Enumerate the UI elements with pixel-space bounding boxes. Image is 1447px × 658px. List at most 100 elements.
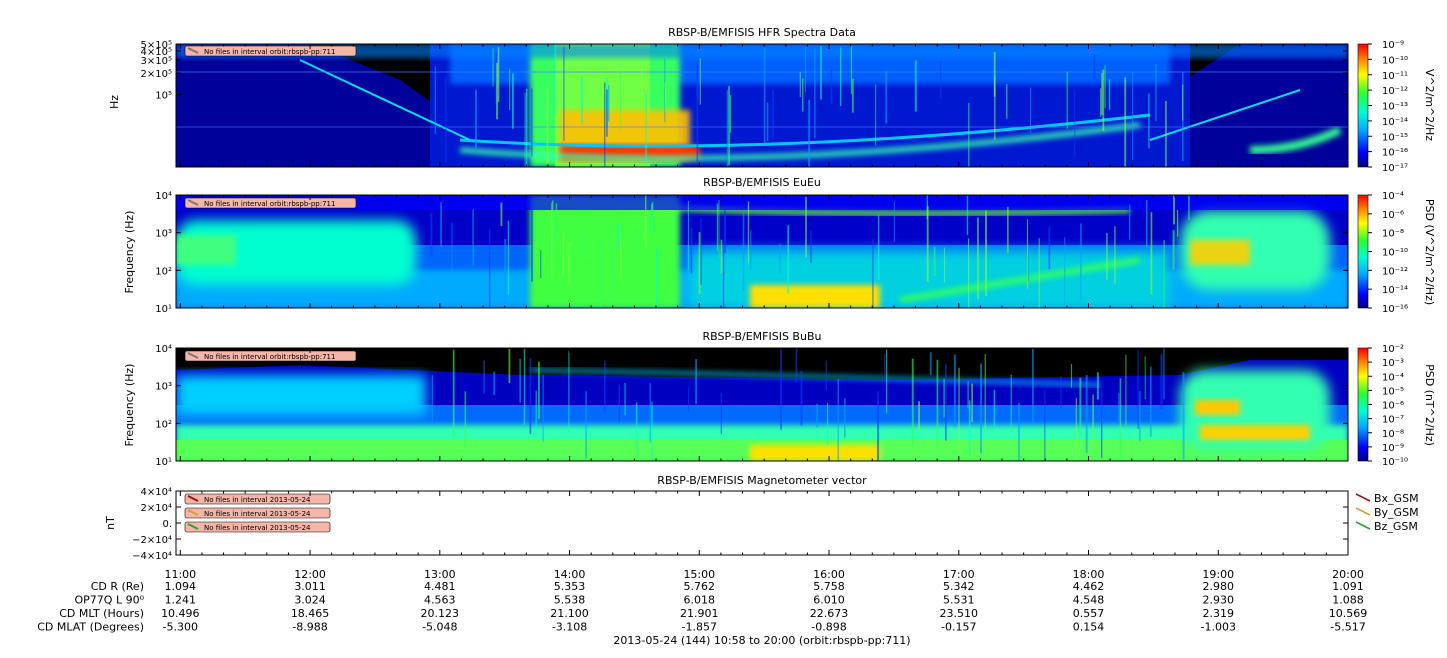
colorbar-tick-label: 10⁻⁹ xyxy=(1382,40,1404,51)
y-tick-label: 10² xyxy=(155,266,172,277)
eueu-x-ticks xyxy=(179,195,1349,308)
y-tick-label: 10³ xyxy=(155,229,172,240)
ephemeris-value: 5.762 xyxy=(684,580,716,593)
colorbar-tick-label: 10⁻⁶ xyxy=(1382,401,1404,412)
y-tick-label: 0. xyxy=(162,519,172,530)
mag-panel: RBSP-B/EMFISIS Magnetometer vector No fi… xyxy=(104,474,1419,562)
y-tick-label: 2×10⁴ xyxy=(141,503,172,514)
eueu-colorbar: 10⁻⁴ 10⁻⁶ 10⁻⁸ 10⁻¹⁰ 10⁻¹² 10⁻¹⁴ 10⁻¹⁶ PSD (V^… xyxy=(1357,191,1436,315)
y-tick-label: 3×10⁵ xyxy=(141,56,172,67)
ephemeris-value: -5.048 xyxy=(422,621,457,634)
y-tick-label: 4×10⁴ xyxy=(141,487,172,498)
colorbar-tick-label: 10⁻⁴ xyxy=(1382,191,1404,202)
y-tick-label: 10⁴ xyxy=(155,344,172,355)
bubu-panel: RBSP-B/EMFISIS BuBu No files in interval… xyxy=(123,330,1436,468)
colorbar-tick-label: 10⁻⁶ xyxy=(1382,210,1404,221)
ephemeris-value: 5.353 xyxy=(554,580,586,593)
time-tick-label: 13:00 xyxy=(424,568,456,581)
ephemeris-value: -5.517 xyxy=(1330,621,1365,634)
y-tick-label: 10¹ xyxy=(155,304,172,315)
hfr-colorbar-ticks: 10⁻⁹ 10⁻¹⁰ 10⁻¹¹ 10⁻¹² 10⁻¹³ 10⁻¹⁴ 10⁻¹⁵ 10⁻¹⁶ 1… xyxy=(1368,40,1408,174)
mag-ylabel: nT xyxy=(104,516,117,530)
bubu-colorbar-ticks: 10⁻² 10⁻³ 10⁻⁴ 10⁻⁵ 10⁻⁶ 10⁻⁷ 10⁻⁸ 10⁻⁹ 10⁻¹⁰ xyxy=(1368,344,1408,468)
mag-notice-text-bz: No files in interval 2013-05-24 xyxy=(204,524,311,532)
ephemeris-row-label: CD MLT (Hours) xyxy=(59,607,144,620)
ephemeris-value: -3.108 xyxy=(552,621,587,634)
ephemeris-value: -5.300 xyxy=(163,621,198,634)
time-tick-label: 16:00 xyxy=(813,568,845,581)
y-tick-label: 10³ xyxy=(155,382,172,393)
bubu-colorbar-label: PSD (nT^2/Hz) xyxy=(1423,364,1436,446)
legend-bx-label: Bx_GSM xyxy=(1374,492,1419,505)
legend-by: By_GSM xyxy=(1355,506,1419,519)
colorbar-tick-label: 10⁻⁸ xyxy=(1382,429,1404,440)
ephemeris-value: 18.465 xyxy=(291,607,330,620)
colorbar-tick-label: 10⁻¹² xyxy=(1382,266,1408,277)
hfr-colorbar: 10⁻⁹ 10⁻¹⁰ 10⁻¹¹ 10⁻¹² 10⁻¹³ 10⁻¹⁴ 10⁻¹⁵ 10⁻¹⁶ 1… xyxy=(1357,40,1436,174)
colorbar-tick-label: 10⁻¹⁴ xyxy=(1382,285,1408,296)
ephemeris-value: 5.531 xyxy=(943,594,975,607)
colorbar-tick-label: 10⁻⁴ xyxy=(1382,372,1404,383)
ephemeris-value: 22.673 xyxy=(810,607,849,620)
mag-no-data-notice-bz: No files in interval 2013-05-24 xyxy=(184,521,331,533)
hfr-title: RBSP-B/EMFISIS HFR Spectra Data xyxy=(668,26,856,39)
time-tick-label: 15:00 xyxy=(683,568,715,581)
time-tick-label: 14:00 xyxy=(554,568,586,581)
y-tick-label: 10¹ xyxy=(155,457,172,468)
ephemeris-value: 21.100 xyxy=(550,607,589,620)
colorbar-tick-label: 10⁻¹² xyxy=(1382,86,1408,97)
colorbar-tick-label: 10⁻¹¹ xyxy=(1382,71,1408,82)
hfr-spectrogram xyxy=(176,44,1348,167)
y-tick-label: −4×10⁴ xyxy=(132,551,172,562)
bubu-spectrogram xyxy=(176,348,1348,461)
mag-y-ticks: 4×10⁴ 2×10⁴ 0. −2×10⁴ −4×10⁴ xyxy=(132,487,1348,562)
ephemeris-value: 5.538 xyxy=(554,594,586,607)
eueu-spectrogram xyxy=(176,195,1348,308)
eueu-y-ticks: 10⁴ 10³ 10² 10¹ xyxy=(155,191,1348,315)
y-tick-label: 5×10⁵ xyxy=(141,40,172,51)
legend-bx: Bx_GSM xyxy=(1355,492,1419,505)
time-tick-label: 12:00 xyxy=(294,568,326,581)
mag-legend: Bx_GSM By_GSM Bz_GSM xyxy=(1355,492,1419,533)
ephemeris-value: 4.462 xyxy=(1073,580,1105,593)
y-tick-label: 4×10⁵ xyxy=(141,47,172,58)
hfr-ylabel: Hz xyxy=(108,95,121,109)
legend-by-label: By_GSM xyxy=(1374,506,1419,519)
mag-x-ticks xyxy=(179,491,1349,555)
ephemeris-value: 23.510 xyxy=(940,607,979,620)
time-axis-labels: 11:00 12:00 13:00 14:00 15:00 16:00 17:00 18:00… xyxy=(164,568,1363,581)
bubu-notice-text: No files in interval orbit:rbspb-pp:711 xyxy=(204,353,335,361)
ephemeris-value: -0.898 xyxy=(811,621,846,634)
footer-range: 2013-05-24 (144) 10:58 to 20:00 (orbit:r… xyxy=(613,634,910,647)
ephemeris-value: -8.988 xyxy=(292,621,327,634)
y-tick-label: 2×10⁵ xyxy=(141,69,172,80)
y-tick-label: 10⁴ xyxy=(155,191,172,202)
y-tick-label: 10⁵ xyxy=(155,91,172,102)
eueu-title: RBSP-B/EMFISIS EuEu xyxy=(703,176,821,189)
ephemeris-value: 3.011 xyxy=(294,580,326,593)
colorbar-tick-label: 10⁻¹⁶ xyxy=(1382,304,1408,315)
colorbar-tick-label: 10⁻⁷ xyxy=(1382,415,1404,426)
ephemeris-value: 5.758 xyxy=(813,580,845,593)
ephemeris-value: 20.123 xyxy=(421,607,460,620)
y-tick-label: −2×10⁴ xyxy=(132,535,172,546)
colorbar-tick-label: 10⁻¹⁴ xyxy=(1382,117,1408,128)
colorbar-tick-label: 10⁻¹⁶ xyxy=(1382,148,1408,159)
ephemeris-value: 21.901 xyxy=(680,607,719,620)
ephemeris-value: 1.091 xyxy=(1332,580,1364,593)
time-tick-label: 19:00 xyxy=(1202,568,1234,581)
colorbar-tick-label: 10⁻¹³ xyxy=(1382,102,1408,113)
hfr-no-data-notice: No files in interval orbit:rbspb-pp:711 xyxy=(184,45,357,57)
colorbar-tick-label: 10⁻⁵ xyxy=(1382,386,1404,397)
eueu-colorbar-label: PSD (V^2/m^2/Hz) xyxy=(1423,199,1436,305)
colorbar-tick-label: 10⁻¹⁰ xyxy=(1382,55,1408,66)
hfr-colorbar-label: V^2/m^2/Hz xyxy=(1423,69,1436,141)
ephemeris-row-label: OP77Q L 90⁰ xyxy=(75,594,145,607)
ephemeris-value: 5.342 xyxy=(943,580,975,593)
ephemeris-value: 2.980 xyxy=(1203,580,1235,593)
ephemeris-row-label: CD MLAT (Degrees) xyxy=(37,621,144,634)
ephemeris-value: 4.548 xyxy=(1073,594,1105,607)
mag-title: RBSP-B/EMFISIS Magnetometer vector xyxy=(657,474,867,487)
